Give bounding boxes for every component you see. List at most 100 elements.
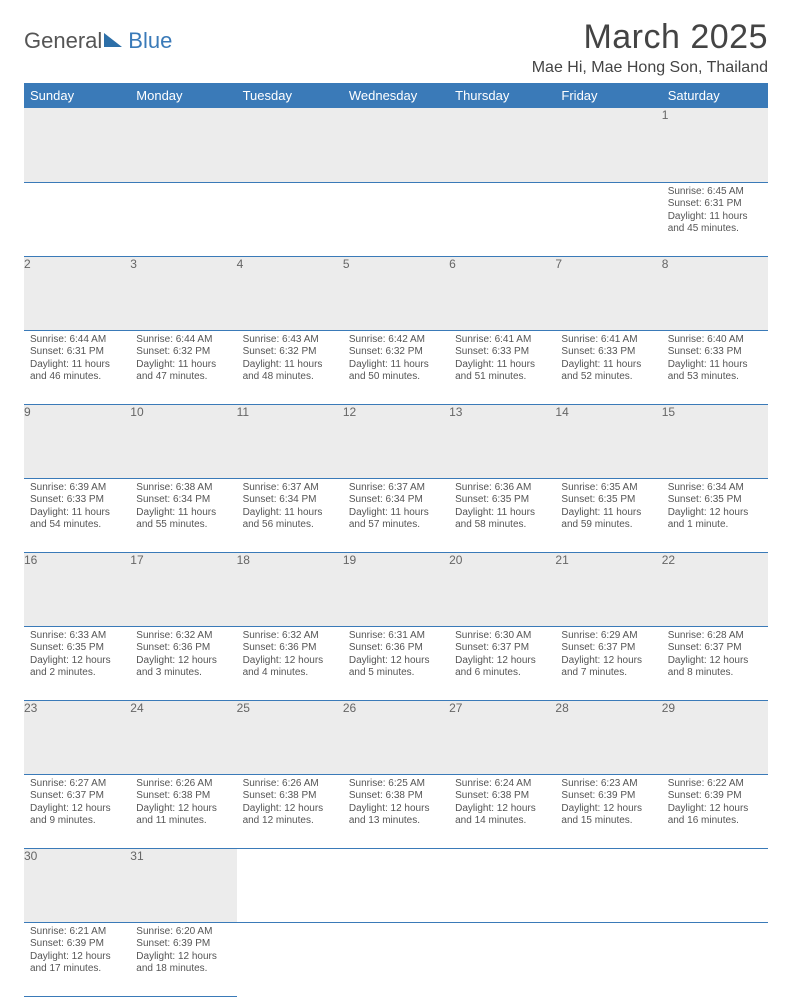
day-cell: Sunrise: 6:38 AMSunset: 6:34 PMDaylight:…	[130, 478, 236, 552]
day-number-cell: 1	[662, 108, 768, 182]
title-block: March 2025 Mae Hi, Mae Hong Son, Thailan…	[532, 18, 768, 77]
location: Mae Hi, Mae Hong Son, Thailand	[532, 59, 768, 77]
daylight-text: Daylight: 12 hours and 13 minutes.	[349, 803, 443, 828]
week-row: Sunrise: 6:39 AMSunset: 6:33 PMDaylight:…	[24, 478, 768, 552]
month-title: March 2025	[532, 18, 768, 57]
sunrise-text: Sunrise: 6:21 AM	[30, 926, 124, 939]
day-cell	[555, 182, 661, 256]
weekday-header: Sunday	[24, 83, 130, 108]
sunrise-text: Sunrise: 6:32 AM	[136, 630, 230, 643]
daylight-text: Daylight: 12 hours and 5 minutes.	[349, 655, 443, 680]
day-number-cell: 12	[343, 404, 449, 478]
day-cell	[449, 182, 555, 256]
day-cell: Sunrise: 6:25 AMSunset: 6:38 PMDaylight:…	[343, 774, 449, 848]
daylight-text: Daylight: 11 hours and 50 minutes.	[349, 359, 443, 384]
day-cell: Sunrise: 6:23 AMSunset: 6:39 PMDaylight:…	[555, 774, 661, 848]
sunrise-text: Sunrise: 6:41 AM	[455, 334, 549, 347]
day-number-cell	[24, 108, 130, 182]
day-cell: Sunrise: 6:41 AMSunset: 6:33 PMDaylight:…	[555, 330, 661, 404]
week-row: Sunrise: 6:21 AMSunset: 6:39 PMDaylight:…	[24, 922, 768, 996]
day-cell: Sunrise: 6:37 AMSunset: 6:34 PMDaylight:…	[237, 478, 343, 552]
sunrise-text: Sunrise: 6:27 AM	[30, 778, 124, 791]
day-cell: Sunrise: 6:39 AMSunset: 6:33 PMDaylight:…	[24, 478, 130, 552]
daylight-text: Daylight: 12 hours and 8 minutes.	[668, 655, 762, 680]
day-cell: Sunrise: 6:24 AMSunset: 6:38 PMDaylight:…	[449, 774, 555, 848]
sunrise-text: Sunrise: 6:33 AM	[30, 630, 124, 643]
brand-logo: General Blue	[24, 28, 172, 54]
day-number-cell	[555, 108, 661, 182]
day-cell: Sunrise: 6:27 AMSunset: 6:37 PMDaylight:…	[24, 774, 130, 848]
day-cell: Sunrise: 6:41 AMSunset: 6:33 PMDaylight:…	[449, 330, 555, 404]
sunset-text: Sunset: 6:33 PM	[668, 346, 762, 359]
sunrise-text: Sunrise: 6:38 AM	[136, 482, 230, 495]
daylight-text: Daylight: 11 hours and 57 minutes.	[349, 507, 443, 532]
day-cell: Sunrise: 6:44 AMSunset: 6:32 PMDaylight:…	[130, 330, 236, 404]
sunrise-text: Sunrise: 6:34 AM	[668, 482, 762, 495]
day-number-cell: 26	[343, 700, 449, 774]
day-number-cell: 10	[130, 404, 236, 478]
daylight-text: Daylight: 11 hours and 47 minutes.	[136, 359, 230, 384]
day-cell: Sunrise: 6:31 AMSunset: 6:36 PMDaylight:…	[343, 626, 449, 700]
sunset-text: Sunset: 6:39 PM	[136, 938, 230, 951]
sunrise-text: Sunrise: 6:37 AM	[243, 482, 337, 495]
day-number-cell: 11	[237, 404, 343, 478]
day-number-cell: 5	[343, 256, 449, 330]
daylight-text: Daylight: 11 hours and 53 minutes.	[668, 359, 762, 384]
day-number-cell	[237, 108, 343, 182]
day-number-cell: 7	[555, 256, 661, 330]
day-cell: Sunrise: 6:43 AMSunset: 6:32 PMDaylight:…	[237, 330, 343, 404]
daylight-text: Daylight: 11 hours and 54 minutes.	[30, 507, 124, 532]
daylight-text: Daylight: 12 hours and 9 minutes.	[30, 803, 124, 828]
sunrise-text: Sunrise: 6:24 AM	[455, 778, 549, 791]
sunset-text: Sunset: 6:37 PM	[30, 790, 124, 803]
day-number-cell	[343, 848, 449, 922]
day-number-cell: 17	[130, 552, 236, 626]
daylight-text: Daylight: 12 hours and 4 minutes.	[243, 655, 337, 680]
day-cell: Sunrise: 6:45 AMSunset: 6:31 PMDaylight:…	[662, 182, 768, 256]
sunset-text: Sunset: 6:33 PM	[30, 494, 124, 507]
sunset-text: Sunset: 6:35 PM	[668, 494, 762, 507]
day-cell: Sunrise: 6:40 AMSunset: 6:33 PMDaylight:…	[662, 330, 768, 404]
sunset-text: Sunset: 6:39 PM	[668, 790, 762, 803]
day-cell: Sunrise: 6:28 AMSunset: 6:37 PMDaylight:…	[662, 626, 768, 700]
day-cell: Sunrise: 6:44 AMSunset: 6:31 PMDaylight:…	[24, 330, 130, 404]
sunset-text: Sunset: 6:31 PM	[30, 346, 124, 359]
weekday-header: Thursday	[449, 83, 555, 108]
sunset-text: Sunset: 6:36 PM	[136, 642, 230, 655]
sunset-text: Sunset: 6:39 PM	[30, 938, 124, 951]
sunset-text: Sunset: 6:34 PM	[243, 494, 337, 507]
day-cell: Sunrise: 6:20 AMSunset: 6:39 PMDaylight:…	[130, 922, 236, 996]
sunrise-text: Sunrise: 6:41 AM	[561, 334, 655, 347]
daylight-text: Daylight: 12 hours and 12 minutes.	[243, 803, 337, 828]
week-row: Sunrise: 6:44 AM Sunset: 6:31 PM Daylight:…	[24, 330, 768, 404]
day-number-cell: 18	[237, 552, 343, 626]
day-cell	[343, 182, 449, 256]
day-number-row: 23242526272829	[24, 700, 768, 774]
sunset-text: Sunset: 6:33 PM	[455, 346, 549, 359]
sunrise-text: Sunrise: 6:25 AM	[349, 778, 443, 791]
day-number-cell: 19	[343, 552, 449, 626]
day-number-cell: 25	[237, 700, 343, 774]
sunrise-text: Sunrise: 6:37 AM	[349, 482, 443, 495]
day-number-cell: 30	[24, 848, 130, 922]
day-number-cell	[449, 108, 555, 182]
daylight-text: Daylight: 11 hours and 55 minutes.	[136, 507, 230, 532]
sunset-text: Sunset: 6:36 PM	[243, 642, 337, 655]
day-number-cell: 15	[662, 404, 768, 478]
day-cell: Sunrise: 6:35 AMSunset: 6:35 PMDaylight:…	[555, 478, 661, 552]
daylight-text: Daylight: 11 hours and 51 minutes.	[455, 359, 549, 384]
daylight-text: Daylight: 12 hours and 6 minutes.	[455, 655, 549, 680]
sunrise-text: Sunrise: 6:44 AM	[136, 334, 230, 347]
weekday-header: Friday	[555, 83, 661, 108]
sunset-text: Sunset: 6:32 PM	[136, 346, 230, 359]
daylight-text: Daylight: 12 hours and 14 minutes.	[455, 803, 549, 828]
sunrise-text: Sunrise: 6:35 AM	[561, 482, 655, 495]
week-row: Sunrise: 6:33 AMSunset: 6:35 PMDaylight:…	[24, 626, 768, 700]
day-cell	[343, 922, 449, 996]
day-cell: Sunrise: 6:33 AMSunset: 6:35 PMDaylight:…	[24, 626, 130, 700]
day-cell	[662, 922, 768, 996]
sunset-text: Sunset: 6:34 PM	[136, 494, 230, 507]
daylight-text: Daylight: 12 hours and 16 minutes.	[668, 803, 762, 828]
daylight-text: Daylight: 12 hours and 15 minutes.	[561, 803, 655, 828]
day-number-cell: 23	[24, 700, 130, 774]
